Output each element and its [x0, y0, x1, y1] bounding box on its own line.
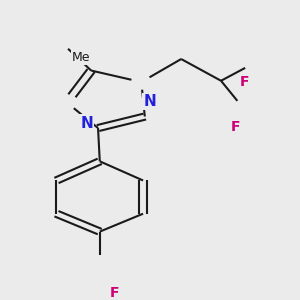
- Text: N: N: [80, 116, 93, 131]
- Text: F: F: [239, 75, 249, 89]
- Text: F: F: [231, 120, 240, 134]
- Text: Me: Me: [72, 51, 90, 64]
- Text: F: F: [110, 286, 119, 300]
- Text: N: N: [144, 94, 156, 109]
